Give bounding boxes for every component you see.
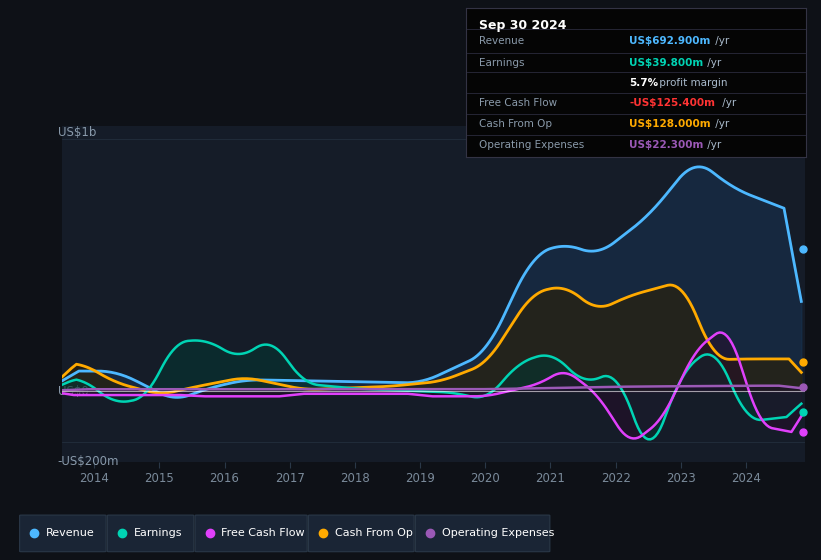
Text: US$692.900m: US$692.900m	[629, 36, 710, 46]
Text: Free Cash Flow: Free Cash Flow	[222, 529, 305, 538]
Text: US$1b: US$1b	[57, 126, 96, 139]
Text: Cash From Op: Cash From Op	[335, 529, 413, 538]
Text: Free Cash Flow: Free Cash Flow	[479, 99, 557, 109]
FancyBboxPatch shape	[195, 515, 307, 552]
FancyBboxPatch shape	[309, 515, 414, 552]
Text: US$0: US$0	[57, 385, 89, 398]
Text: /yr: /yr	[719, 99, 736, 109]
Text: 5.7%: 5.7%	[629, 78, 658, 87]
Text: Sep 30 2024: Sep 30 2024	[479, 19, 566, 32]
FancyBboxPatch shape	[20, 515, 106, 552]
Text: -US$125.400m: -US$125.400m	[629, 99, 715, 109]
FancyBboxPatch shape	[415, 515, 550, 552]
Text: US$22.300m: US$22.300m	[629, 140, 704, 150]
Text: Operating Expenses: Operating Expenses	[479, 140, 585, 150]
FancyBboxPatch shape	[108, 515, 194, 552]
Text: Operating Expenses: Operating Expenses	[442, 529, 554, 538]
Text: US$39.800m: US$39.800m	[629, 58, 704, 68]
Text: /yr: /yr	[712, 119, 729, 129]
Text: profit margin: profit margin	[656, 78, 727, 87]
Text: /yr: /yr	[704, 58, 722, 68]
Text: US$128.000m: US$128.000m	[629, 119, 711, 129]
Text: /yr: /yr	[704, 140, 722, 150]
Text: Revenue: Revenue	[479, 36, 525, 46]
Text: Earnings: Earnings	[479, 58, 525, 68]
Text: /yr: /yr	[712, 36, 729, 46]
Text: Earnings: Earnings	[134, 529, 182, 538]
Text: Cash From Op: Cash From Op	[479, 119, 553, 129]
Text: Revenue: Revenue	[46, 529, 94, 538]
Text: -US$200m: -US$200m	[57, 455, 119, 469]
